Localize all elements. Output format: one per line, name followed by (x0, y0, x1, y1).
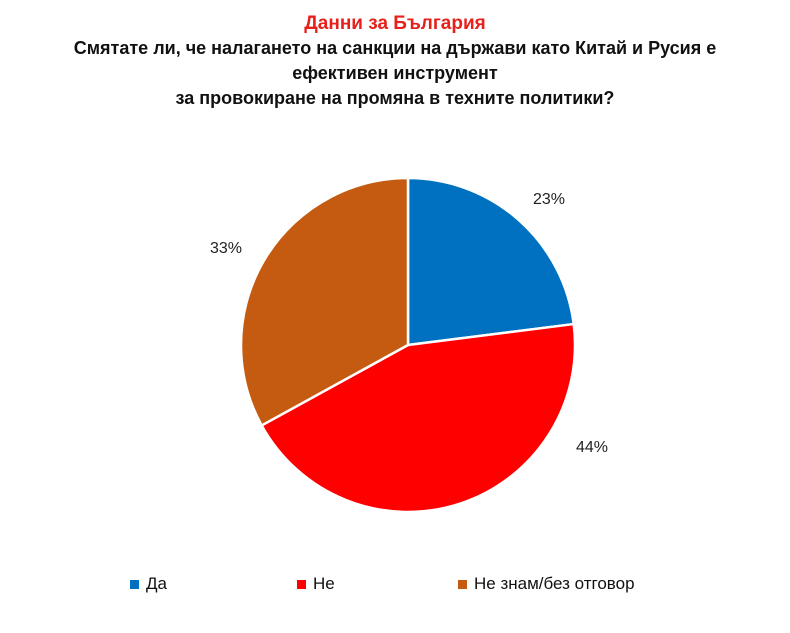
pie-slice-ne-znam (239, 176, 410, 427)
pie-slices (239, 176, 577, 514)
question-line-2: ефективен инструмент (292, 63, 498, 83)
legend-item-da: Да (130, 574, 167, 594)
legend-label-ne-znam: Не знам/без отговор (474, 574, 635, 593)
data-label-ne-znam: 33% (210, 240, 242, 257)
pie-slice-ne (260, 322, 577, 514)
legend-swatch-ne-znam (458, 579, 467, 589)
data-label-da: 23% (533, 191, 565, 208)
legend-swatch-da (130, 579, 139, 589)
legend-swatch-ne (297, 579, 306, 589)
legend-label-da: Да (146, 574, 167, 593)
pie-slice-da (406, 176, 575, 347)
question-line-1: Смятате ли, че налагането на санкции на … (73, 38, 717, 58)
chart-header: Данни за България Смятате ли, че налаган… (0, 12, 790, 111)
pie-data-labels: 23% 44% 33% (210, 191, 608, 456)
legend-item-ne: Не (297, 574, 335, 594)
chart-title: Данни за България (304, 13, 486, 34)
chart-legend: Да Не Не знам/без отговор (0, 574, 790, 598)
data-label-ne: 44% (576, 439, 608, 456)
question-line-3: за провокиране на промяна в техните поли… (175, 88, 615, 108)
legend-label-ne: Не (313, 574, 335, 593)
legend-item-ne-znam: Не знам/без отговор (458, 574, 635, 594)
